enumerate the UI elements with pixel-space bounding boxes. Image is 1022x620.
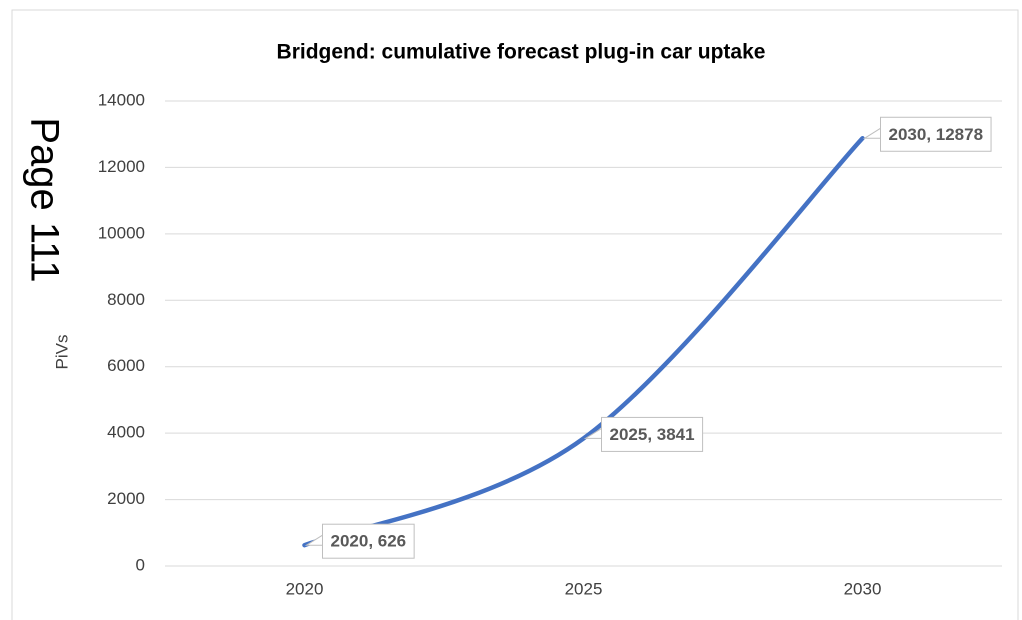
y-tick-label: 8000 — [107, 290, 145, 309]
data-label-callout — [862, 127, 881, 139]
x-tick-label: 2020 — [286, 579, 324, 598]
y-tick-label: 4000 — [107, 423, 145, 442]
y-tick-label: 14000 — [98, 90, 145, 109]
data-label: 2030, 12878 — [889, 125, 984, 144]
data-label-box — [880, 116, 992, 152]
data-label-callout — [304, 534, 323, 546]
data-label: 2020, 626 — [331, 532, 407, 551]
y-tick-label: 2000 — [107, 489, 145, 508]
x-tick-label: 2030 — [844, 579, 882, 598]
y-axis-label: PiVs — [52, 335, 71, 370]
y-tick-label: 12000 — [98, 157, 145, 176]
page-annotation: Page 111 — [22, 117, 66, 282]
data-label-box — [322, 523, 415, 559]
data-label: 2025, 3841 — [610, 425, 695, 444]
data-label-callout — [583, 427, 602, 439]
chart-title: Bridgend: cumulative forecast plug-in ca… — [277, 41, 766, 64]
y-tick-label: 10000 — [98, 223, 145, 242]
x-tick-label: 2025 — [565, 579, 603, 598]
y-tick-label: 6000 — [107, 356, 145, 375]
y-tick-label: 0 — [136, 555, 145, 574]
chart-frame — [11, 9, 1019, 620]
